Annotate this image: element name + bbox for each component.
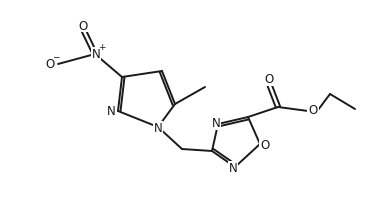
Text: N: N xyxy=(229,162,237,175)
Text: O: O xyxy=(78,19,88,32)
Text: N: N xyxy=(212,117,220,130)
Text: N: N xyxy=(91,48,100,61)
Text: O: O xyxy=(264,73,274,86)
Text: +: + xyxy=(98,43,106,52)
Text: −: − xyxy=(52,52,60,61)
Text: N: N xyxy=(154,122,163,135)
Text: N: N xyxy=(107,105,115,118)
Text: O: O xyxy=(308,104,318,117)
Text: O: O xyxy=(261,139,270,152)
Text: O: O xyxy=(46,58,55,71)
